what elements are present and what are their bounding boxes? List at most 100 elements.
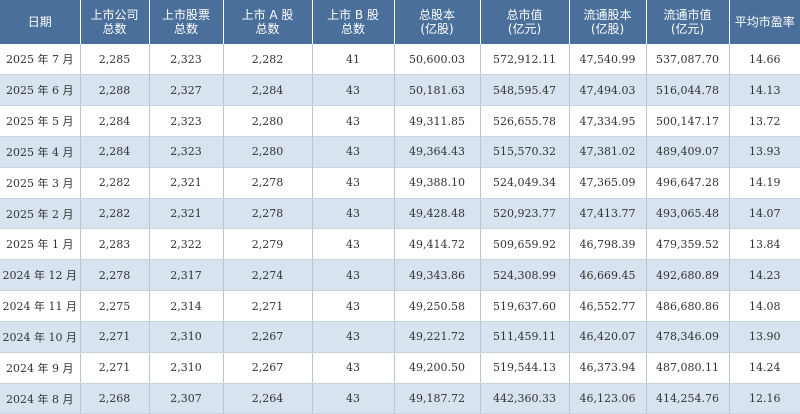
cell-a-shares: 2,267 [223, 352, 313, 384]
cell-listed-stocks: 2,307 [149, 383, 224, 414]
table-row: 2024 年 9 月 2,271 2,310 2,267 43 49,200.50 519,… [0, 352, 800, 384]
cell-a-shares: 2,280 [223, 105, 313, 137]
cell-a-shares: 2,264 [223, 383, 313, 414]
cell-total-market-value: 519,637.60 [480, 290, 570, 322]
cell-avg-pe: 13.72 [729, 105, 800, 137]
cell-listed-stocks: 2,323 [149, 44, 224, 76]
cell-float-market-value: 478,346.09 [646, 321, 730, 353]
cell-b-shares: 41 [312, 44, 395, 76]
cell-avg-pe: 14.23 [729, 259, 800, 292]
cell-total-market-value: 520,923.77 [480, 198, 570, 230]
cell-a-shares: 2,280 [223, 136, 313, 168]
cell-b-shares: 43 [312, 167, 395, 199]
cell-a-shares: 2,279 [223, 228, 313, 261]
cell-float-market-value: 496,647.28 [646, 167, 730, 199]
cell-float-shares: 47,381.02 [569, 136, 647, 168]
cell-a-shares: 2,267 [223, 321, 313, 353]
cell-float-market-value: 493,065.48 [646, 198, 730, 230]
header-listed-companies: 上市公司 总数 [80, 0, 150, 44]
cell-listed-stocks: 2,310 [149, 352, 224, 384]
cell-listed-companies: 2,268 [80, 383, 150, 414]
cell-b-shares: 43 [312, 321, 395, 353]
table-row: 2025 年 4 月 2,284 2,323 2,280 43 49,364.43 515,… [0, 136, 800, 168]
table-row: 2025 年 3 月 2,282 2,321 2,278 43 49,388.10 524,… [0, 167, 800, 199]
header-total-shares: 总股本 (亿股) [394, 0, 481, 44]
header-b-shares: 上市 B 股总数 [312, 0, 395, 44]
cell-avg-pe: 13.90 [729, 321, 800, 353]
cell-listed-companies: 2,285 [80, 44, 150, 76]
cell-total-shares: 49,388.10 [394, 167, 481, 199]
cell-listed-companies: 2,275 [80, 290, 150, 322]
cell-float-market-value: 486,680.86 [646, 290, 730, 322]
cell-a-shares: 2,282 [223, 44, 313, 76]
cell-a-shares: 2,278 [223, 167, 313, 199]
cell-float-market-value: 492,680.89 [646, 259, 730, 292]
cell-listed-companies: 2,278 [80, 259, 150, 292]
cell-listed-stocks: 2,321 [149, 167, 224, 199]
table-header: 日期 上市公司 总数 上市股票 总数 上市 A 股总数 上市 B 股总数 总股本 (亿… [0, 0, 800, 44]
cell-listed-stocks: 2,322 [149, 228, 224, 261]
cell-listed-stocks: 2,323 [149, 105, 224, 137]
cell-listed-companies: 2,282 [80, 198, 150, 230]
cell-float-shares: 46,798.39 [569, 228, 647, 261]
table-row: 2025 年 2 月 2,282 2,321 2,278 43 49,428.48 520,… [0, 198, 800, 230]
cell-total-market-value: 548,595.47 [480, 74, 570, 107]
cell-total-market-value: 509,659.92 [480, 228, 570, 261]
cell-a-shares: 2,284 [223, 74, 313, 107]
cell-listed-companies: 2,271 [80, 321, 150, 353]
cell-listed-companies: 2,284 [80, 136, 150, 168]
cell-float-market-value: 516,044.78 [646, 74, 730, 107]
cell-avg-pe: 12.16 [729, 383, 800, 414]
header-listed-stocks: 上市股票 总数 [149, 0, 224, 44]
cell-total-shares: 49,187.72 [394, 383, 481, 414]
cell-total-shares: 50,181.63 [394, 74, 481, 107]
cell-float-shares: 47,540.99 [569, 44, 647, 76]
cell-a-shares: 2,271 [223, 290, 313, 322]
table-row: 2025 年 6 月 2,288 2,327 2,284 43 50,181.63 548,… [0, 74, 800, 107]
cell-total-market-value: 524,308.99 [480, 259, 570, 292]
cell-float-market-value: 489,409.07 [646, 136, 730, 168]
cell-float-shares: 46,552.77 [569, 290, 647, 322]
cell-avg-pe: 14.19 [729, 167, 800, 199]
cell-total-market-value: 519,544.13 [480, 352, 570, 384]
cell-listed-companies: 2,284 [80, 105, 150, 137]
cell-b-shares: 43 [312, 259, 395, 292]
cell-avg-pe: 14.07 [729, 198, 800, 230]
table-row: 2025 年 1 月 2,283 2,322 2,279 43 49,414.72 509,… [0, 228, 800, 261]
cell-avg-pe: 13.93 [729, 136, 800, 168]
cell-listed-stocks: 2,314 [149, 290, 224, 322]
cell-total-shares: 49,428.48 [394, 198, 481, 230]
header-float-market-value: 流通市值 (亿元) [646, 0, 730, 44]
cell-float-market-value: 479,359.52 [646, 228, 730, 261]
cell-b-shares: 43 [312, 383, 395, 414]
cell-float-shares: 47,365.09 [569, 167, 647, 199]
cell-listed-stocks: 2,323 [149, 136, 224, 168]
cell-float-market-value: 537,087.70 [646, 44, 730, 76]
cell-total-shares: 49,343.86 [394, 259, 481, 292]
cell-date: 2025 年 6 月 [0, 74, 81, 107]
cell-float-shares: 47,494.03 [569, 74, 647, 107]
cell-b-shares: 43 [312, 136, 395, 168]
table-row: 2025 年 5 月 2,284 2,323 2,280 43 49,311.85 526,… [0, 105, 800, 137]
cell-total-shares: 49,200.50 [394, 352, 481, 384]
cell-b-shares: 43 [312, 105, 395, 137]
cell-avg-pe: 14.24 [729, 352, 800, 384]
cell-b-shares: 43 [312, 228, 395, 261]
cell-b-shares: 43 [312, 290, 395, 322]
cell-avg-pe: 13.84 [729, 228, 800, 261]
header-date: 日期 [0, 0, 81, 44]
cell-listed-stocks: 2,310 [149, 321, 224, 353]
cell-listed-companies: 2,271 [80, 352, 150, 384]
cell-date: 2024 年 12 月 [0, 259, 81, 292]
cell-total-shares: 49,364.43 [394, 136, 481, 168]
cell-float-shares: 46,123.06 [569, 383, 647, 414]
header-total-market-value: 总市值 (亿元) [480, 0, 570, 44]
cell-float-shares: 46,669.45 [569, 259, 647, 292]
cell-date: 2025 年 3 月 [0, 167, 81, 199]
cell-a-shares: 2,274 [223, 259, 313, 292]
cell-float-market-value: 487,080.11 [646, 352, 730, 384]
cell-date: 2025 年 2 月 [0, 198, 81, 230]
cell-date: 2025 年 7 月 [0, 44, 81, 76]
cell-avg-pe: 14.08 [729, 290, 800, 322]
